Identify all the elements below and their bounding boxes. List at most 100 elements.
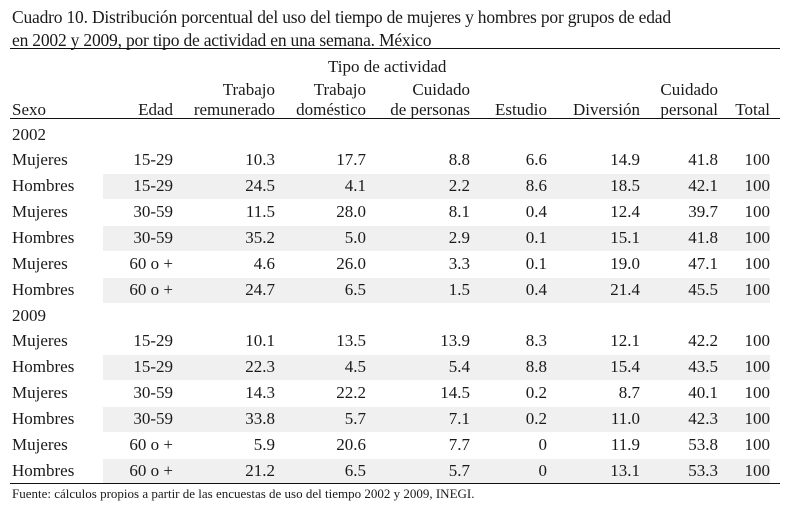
table-cell: 15-29 (133, 331, 173, 350)
table-cell: 1.5 (448, 280, 470, 299)
column-header: doméstico (296, 100, 366, 119)
table-cell: 30-59 (133, 409, 173, 428)
column-header: personal (660, 100, 718, 119)
table-cell: 15.4 (610, 357, 640, 376)
table-cell: 100 (744, 357, 771, 376)
table-cell: 11.5 (245, 202, 275, 221)
table-cell: 42.1 (688, 176, 718, 195)
table-cell: 100 (744, 435, 771, 454)
table-cell: Mujeres (12, 254, 68, 273)
table-cell: 13.1 (610, 461, 640, 480)
table-cell: 0.1 (525, 254, 547, 273)
table-cell: 15-29 (133, 150, 173, 169)
table-cell: 20.6 (336, 435, 366, 454)
table-cell: 22.2 (336, 383, 366, 402)
header-rule (10, 118, 780, 119)
column-group-header: Tipo de actividad (328, 57, 447, 76)
table-cell: 7.7 (448, 435, 470, 454)
column-header-line1: Cuidado (412, 80, 470, 99)
table-title-line-2: en 2002 y 2009, por tipo de actividad en… (12, 30, 432, 50)
table-cell: 12.1 (610, 331, 640, 350)
table-cell: 30-59 (133, 202, 173, 221)
table-cell: 15-29 (133, 357, 173, 376)
table-row-shading (103, 407, 770, 432)
table-cell: 4.5 (344, 357, 366, 376)
table-cell: 60 o + (129, 280, 173, 299)
column-header: remunerado (193, 100, 275, 119)
table-cell: 35.2 (245, 228, 275, 247)
table-cell: 33.8 (245, 409, 275, 428)
table-cell: 5.7 (448, 461, 470, 480)
table-row-shading (103, 459, 770, 484)
table-cell: Mujeres (12, 383, 68, 402)
table-cell: 28.0 (336, 202, 366, 221)
table-cell: Hombres (12, 228, 75, 247)
table-cell: 21.4 (610, 280, 640, 299)
table-cell: 14.5 (440, 383, 470, 402)
table-cell: 18.5 (610, 176, 640, 195)
table-cell: 30-59 (133, 383, 173, 402)
table-cell: 40.1 (688, 383, 718, 402)
table-cell: 24.5 (245, 176, 275, 195)
table-cell: 24.7 (245, 280, 275, 299)
table-cell: 2.2 (448, 176, 470, 195)
table-cell: 11.0 (610, 409, 640, 428)
table-cell: 0.2 (525, 383, 547, 402)
table-cell: 8.7 (618, 383, 640, 402)
table-cell: 53.3 (688, 461, 718, 480)
table-cell: Hombres (12, 176, 75, 195)
table-cell: Mujeres (12, 331, 68, 350)
year-section-label: 2009 (12, 306, 46, 325)
bottom-rule (10, 483, 780, 484)
table-cell: 0.2 (525, 409, 547, 428)
table-cell: Hombres (12, 357, 75, 376)
table-cell: 39.7 (688, 202, 718, 221)
table-cell: 100 (744, 331, 771, 350)
table-cell: 13.9 (440, 331, 470, 350)
table-cell: 0.4 (525, 280, 547, 299)
column-header: de personas (390, 100, 470, 119)
table-cell: 3.3 (448, 254, 470, 273)
table-cell: 6.6 (525, 150, 547, 169)
table-cell: 100 (744, 461, 771, 480)
table-cell: 21.2 (245, 461, 275, 480)
table-cell: 41.8 (688, 228, 718, 247)
table-cell: 0.4 (525, 202, 547, 221)
table-cell: 100 (744, 176, 771, 195)
table-cell: 17.7 (336, 150, 366, 169)
column-header-line1: Trabajo (313, 80, 366, 99)
table-cell: 22.3 (245, 357, 275, 376)
table-row-shading (103, 355, 770, 380)
table-row-shading (103, 174, 770, 199)
table-cell: 12.4 (610, 202, 640, 221)
table-cell: 8.8 (448, 150, 470, 169)
table-cell: 4.6 (253, 254, 275, 273)
table-cell: 4.1 (344, 176, 366, 195)
table-cell: 2.9 (448, 228, 470, 247)
table-cell: 42.3 (688, 409, 718, 428)
table-cell: 30-59 (133, 228, 173, 247)
table-cell: 0 (538, 461, 548, 480)
table-cell: 14.9 (610, 150, 640, 169)
table-cell: 5.0 (344, 228, 366, 247)
table-cell: 100 (744, 409, 771, 428)
table-cell: 10.1 (245, 331, 275, 350)
column-header: Diversión (572, 100, 640, 119)
table-cell: 100 (744, 280, 771, 299)
column-header: Edad (138, 100, 173, 119)
column-header-line1: Trabajo (222, 80, 275, 99)
table-cell: 8.3 (525, 331, 547, 350)
table-cell: 100 (744, 228, 771, 247)
table-cell: 60 o + (129, 461, 173, 480)
table-cell: 100 (744, 202, 771, 221)
year-section-label: 2002 (12, 125, 46, 144)
table-cell: 43.5 (688, 357, 718, 376)
column-header: Total (735, 100, 770, 119)
table-cell: 11.9 (610, 435, 640, 454)
table-row-shading (103, 226, 770, 251)
table-cell: 42.2 (688, 331, 718, 350)
table-cell: 60 o + (129, 254, 173, 273)
table-cell: 13.5 (336, 331, 366, 350)
table-cell: 10.3 (245, 150, 275, 169)
table-cell: 41.8 (688, 150, 718, 169)
